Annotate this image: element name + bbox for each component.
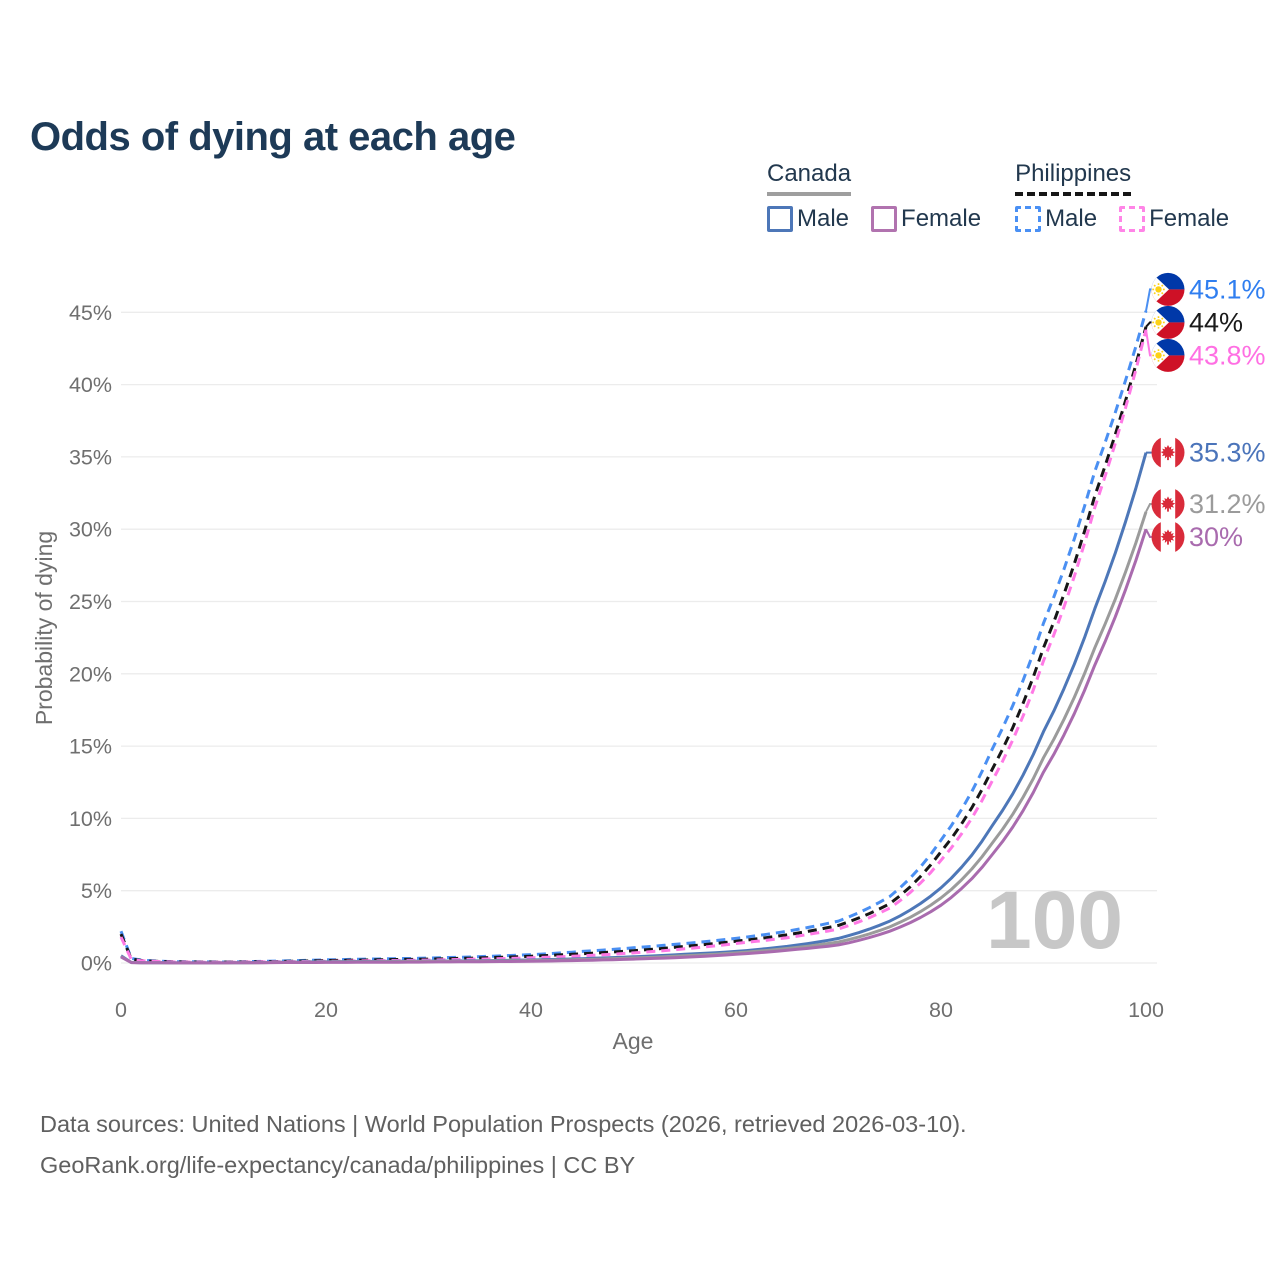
y-axis-title: Probability of dying	[31, 531, 57, 725]
legend: Canada Male Female Philippines Male Fema…	[767, 160, 1229, 233]
series-line-philippines-male	[119, 310, 1148, 964]
flag-clip-group	[1151, 305, 1185, 339]
data-sources-line: Data sources: United Nations | World Pop…	[40, 1111, 967, 1137]
series-layer	[119, 310, 1148, 965]
x-tick-label: 40	[519, 998, 543, 1022]
legend-label: Male	[1045, 205, 1098, 232]
ca-flag-maple-leaf	[1160, 444, 1176, 461]
legend-item-philippines-male[interactable]: Male	[1015, 205, 1097, 233]
y-tick-label: 40%	[69, 373, 112, 397]
canada-female-swatch-icon	[871, 206, 898, 232]
label-connector-canada-female	[1145, 528, 1152, 538]
series-line-philippines-both	[119, 326, 1148, 964]
ca-flag-band-left	[1151, 436, 1161, 470]
y-tick-label: 10%	[69, 807, 112, 831]
philippines-female-swatch-icon	[1119, 206, 1146, 232]
ph-flag-sun-ray	[1153, 357, 1156, 361]
canada-male-swatch-icon	[767, 206, 793, 232]
ph-flag-sun-ray	[1161, 350, 1164, 353]
y-tick-label: 45%	[69, 301, 112, 325]
grid-layer: 0% 5% 10% 15% 20% 25% 30% 35% 40% 45% 0 20 40 60 80 100…	[31, 301, 1164, 1054]
ph-flag-sun	[1155, 319, 1162, 326]
legend-label: Female	[1149, 205, 1230, 232]
x-tick-label: 0	[115, 998, 127, 1022]
series-line-philippines-female	[119, 329, 1148, 964]
legend-row-canada: Male Female	[767, 205, 981, 233]
label-connector-philippines-both	[1145, 321, 1152, 328]
page-title: Odds of dying at each age	[30, 114, 516, 159]
ph-flag-sun-ray	[1161, 357, 1164, 361]
flag-clip-group	[1151, 272, 1185, 306]
y-tick-label: 20%	[69, 662, 112, 686]
x-tick-label: 60	[724, 998, 748, 1022]
legend-group-philippines: Philippines Male Female	[1015, 160, 1229, 233]
x-tick-label: 100	[1128, 998, 1164, 1022]
x-tick-label: 80	[929, 998, 953, 1022]
ph-flag-sun-ray	[1161, 291, 1164, 295]
ph-flag-sun	[1155, 286, 1162, 293]
flag-clip-group	[1151, 436, 1185, 470]
ca-flag-band-left	[1151, 520, 1161, 554]
end-label-layer: 45.1%44%43.8% 35.3% 31.2%30%	[1145, 272, 1266, 554]
ca-flag-band-right	[1175, 436, 1185, 470]
y-tick-label: 35%	[69, 445, 112, 469]
legend-label: Male	[797, 205, 850, 232]
end-value-label-philippines-female: 43.8%	[1189, 340, 1266, 370]
ph-flag-sun-ray	[1153, 350, 1156, 353]
philippines-flag-icon	[1151, 272, 1185, 306]
end-value-label-canada-male: 35.3%	[1189, 438, 1266, 468]
license-line: GeoRank.org/life-expectancy/canada/phili…	[40, 1152, 636, 1178]
legend-label: Female	[901, 205, 982, 232]
x-tick-label: 20	[314, 998, 338, 1022]
ph-flag-sun-ray	[1153, 284, 1156, 287]
label-connector-philippines-male	[1145, 288, 1152, 312]
label-connector-philippines-female	[1145, 329, 1152, 357]
legend-group-canada: Canada Male Female	[767, 160, 981, 233]
label-connector-canada-both	[1145, 503, 1152, 513]
source-attribution: Data sources: United Nations | World Pop…	[40, 1104, 967, 1186]
y-tick-label: 0%	[81, 952, 112, 976]
canada-flag-icon	[1151, 520, 1185, 554]
y-tick-label: 15%	[69, 735, 112, 759]
philippines-flag-icon	[1151, 338, 1185, 372]
legend-heading-philippines: Philippines	[1015, 160, 1132, 196]
ca-flag-band-left	[1151, 487, 1161, 521]
y-tick-label: 25%	[69, 590, 112, 614]
legend-item-canada-male[interactable]: Male	[767, 205, 849, 233]
ph-flag-sun-ray	[1153, 324, 1156, 328]
x-axis-title: Age	[613, 1028, 654, 1054]
series-line-canada-female	[120, 528, 1148, 965]
flag-clip-group	[1151, 520, 1185, 554]
flag-clip-group	[1151, 487, 1185, 521]
philippines-male-swatch-icon	[1015, 206, 1042, 232]
end-value-label-canada-female: 30%	[1189, 522, 1243, 552]
ca-flag-band-right	[1175, 487, 1185, 521]
ca-flag-maple-leaf	[1160, 496, 1176, 512]
legend-item-canada-female[interactable]: Female	[871, 205, 981, 233]
end-value-label-canada-both: 31.2%	[1189, 489, 1266, 519]
end-value-label-philippines-both: 44%	[1189, 307, 1243, 337]
ph-flag-sun-ray	[1153, 317, 1156, 320]
ca-flag-band-right	[1175, 520, 1185, 554]
canada-flag-icon	[1151, 436, 1185, 470]
ca-flag-maple-leaf	[1160, 529, 1176, 545]
ph-flag-sun	[1155, 352, 1162, 359]
y-tick-label: 5%	[81, 879, 112, 903]
philippines-flag-icon	[1151, 305, 1185, 339]
legend-row-philippines: Male Female	[1015, 205, 1229, 233]
ph-flag-sun-ray	[1161, 317, 1164, 320]
legend-item-philippines-female[interactable]: Female	[1119, 205, 1229, 233]
legend-heading-canada: Canada	[767, 160, 852, 196]
age-watermark: 100	[986, 875, 1123, 966]
ph-flag-sun-ray	[1161, 324, 1164, 328]
y-tick-label: 30%	[69, 518, 112, 542]
ph-flag-sun-ray	[1153, 291, 1156, 295]
canada-flag-icon	[1151, 487, 1185, 521]
flag-clip-group	[1151, 338, 1185, 372]
end-value-label-philippines-male: 45.1%	[1189, 274, 1266, 304]
ph-flag-sun-ray	[1161, 284, 1164, 287]
